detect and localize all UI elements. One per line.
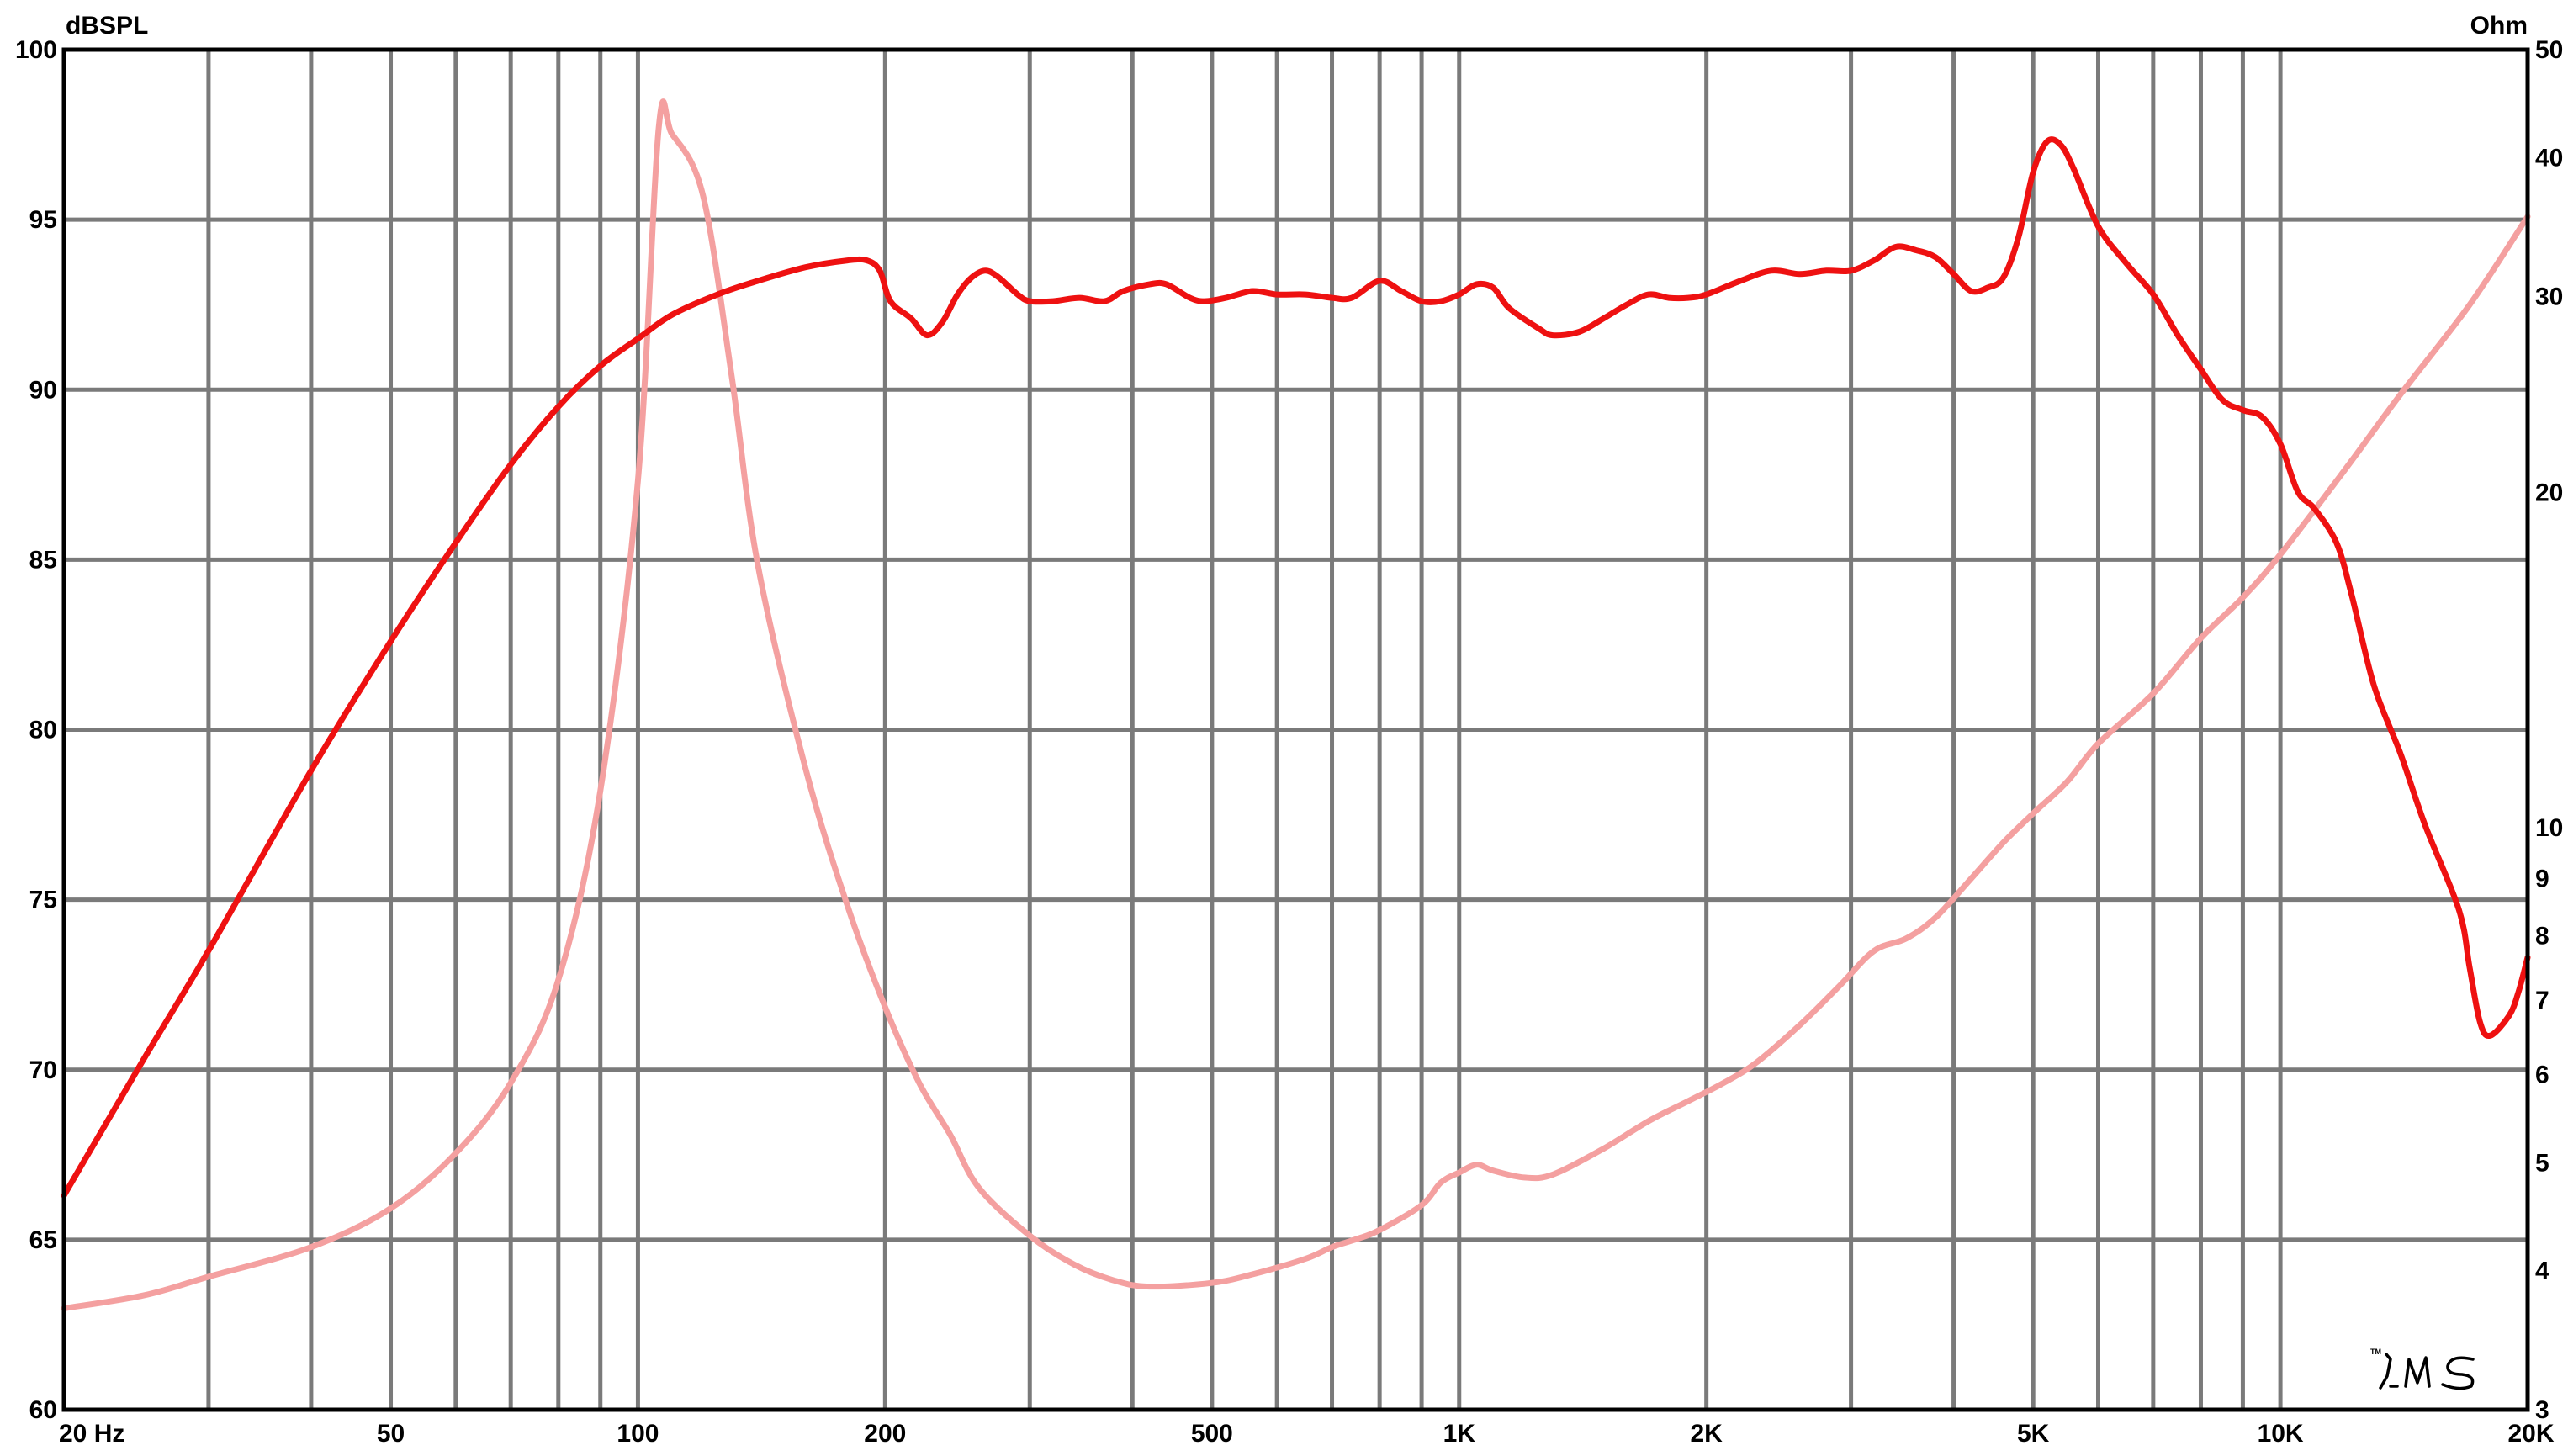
right-tick-label: 40 [2535, 144, 2563, 172]
x-tick-label: 10K [2258, 1420, 2304, 1448]
right-tick-label: 3 [2535, 1396, 2549, 1424]
right-axis-ticks: 3 4 5 6 7 8 9 10 20 30 40 50 [2535, 36, 2563, 1424]
x-tick-label: 200 [864, 1420, 906, 1448]
x-tick-label: 5K [2017, 1420, 2050, 1448]
right-tick-label: 10 [2535, 814, 2563, 842]
left-axis-label: dBSPL [66, 12, 148, 40]
x-tick-label: 50 [377, 1420, 405, 1448]
lms-logo-mark [2379, 1353, 2475, 1390]
lms-logo: TM [2370, 1347, 2475, 1390]
x-tick-label: 100 [617, 1420, 659, 1448]
left-tick-label: 85 [29, 546, 57, 574]
plot-frame [61, 47, 2530, 1412]
left-axis-ticks: 60 65 70 75 80 85 90 95 100 [15, 36, 57, 1424]
left-tick-label: 70 [29, 1056, 57, 1084]
left-tick-label: 100 [15, 36, 57, 64]
impedance-curve [61, 98, 2531, 1311]
x-tick-label: 500 [1191, 1420, 1233, 1448]
right-tick-label: 5 [2535, 1149, 2549, 1177]
right-tick-label: 20 [2535, 479, 2563, 507]
lms-logo-tm: TM [2370, 1347, 2381, 1356]
x-axis-ticks: 20 Hz 50 100 200 500 1K 2K 5K 10K 20K [59, 1420, 2555, 1448]
left-tick-label: 95 [29, 206, 57, 234]
left-tick-label: 80 [29, 717, 57, 744]
spl-curve [61, 136, 2531, 1199]
x-tick-label: 20K [2507, 1420, 2554, 1448]
right-tick-label: 4 [2535, 1257, 2549, 1285]
curves [61, 98, 2531, 1311]
left-tick-label: 60 [29, 1396, 57, 1424]
left-tick-label: 75 [29, 887, 57, 914]
right-tick-label: 50 [2535, 36, 2563, 64]
grid [61, 47, 2530, 1412]
right-tick-label: 9 [2535, 866, 2549, 893]
right-axis-label: Ohm [2470, 12, 2528, 40]
x-tick-label: 2K [1690, 1420, 1723, 1448]
left-tick-label: 65 [29, 1226, 57, 1254]
right-tick-label: 6 [2535, 1062, 2549, 1089]
left-tick-label: 90 [29, 376, 57, 404]
x-tick-label: 20 Hz [59, 1420, 124, 1448]
right-tick-label: 7 [2535, 987, 2549, 1014]
right-tick-label: 30 [2535, 283, 2563, 311]
x-tick-label: 1K [1443, 1420, 1476, 1448]
right-tick-label: 8 [2535, 922, 2549, 950]
